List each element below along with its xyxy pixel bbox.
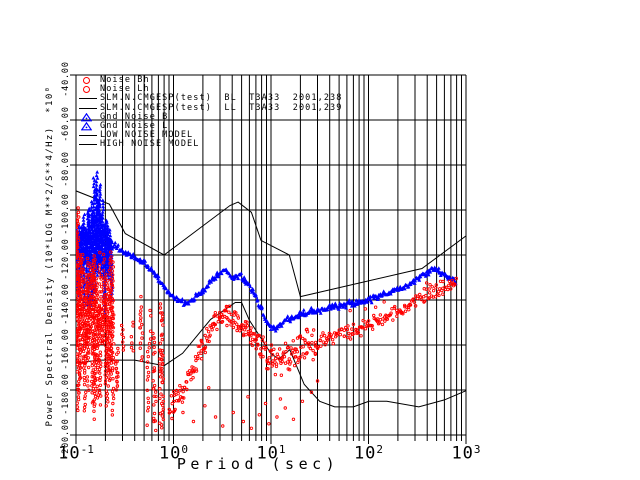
legend-label: HIGH NOISE MODEL [100, 139, 200, 150]
y-tick-label: -140.00 [61, 283, 71, 325]
y-tick-label: -180.00 [61, 373, 71, 415]
red-circle-icon [78, 76, 100, 85]
legend-label: Noise Lh [100, 84, 150, 95]
x-tick-label: 10-1 [58, 443, 94, 464]
y-axis-label: Power Spectral Density (10*LOG M**2/S**4… [45, 85, 55, 427]
legend-row: Gnd Noise L [78, 120, 342, 131]
line-sample-icon [78, 131, 100, 140]
legend-label: SLM.N.CMGESP(test) LL T3A33 2001,239 [100, 102, 343, 113]
y-tick-label: -60.00 [61, 106, 71, 142]
x-tick-label: 101 [256, 443, 286, 464]
x-axis-label: Period (sec) [176, 455, 340, 473]
legend-label: Gnd Noise L [100, 120, 169, 131]
legend-label: SLM.N.CMGESP(test) BL T3A33 2001,238 [100, 93, 343, 104]
legend-label: Gnd Noise B [100, 111, 169, 122]
legend-row: SLM.N.CMGESP(test) BL T3A33 2001,238 [78, 94, 342, 103]
line-sample-icon [78, 140, 100, 149]
y-tick-label: -120.00 [61, 238, 71, 280]
legend: Noise Bh Noise Lh SLM.N.CMGESP(test) BL … [78, 75, 343, 150]
line-sample-icon [78, 104, 100, 113]
legend-row: Noise Bh [78, 75, 342, 85]
x-tick-label: 102 [353, 443, 384, 464]
legend-label: LOW NOISE MODEL [100, 130, 194, 141]
blue-triangle-icon [78, 113, 100, 122]
x-tick-label: 100 [158, 443, 189, 464]
legend-label: Noise Bh [100, 75, 150, 85]
legend-row: Gnd Noise B [78, 111, 342, 122]
red-circle-icon [78, 85, 100, 94]
legend-row: LOW NOISE MODEL [78, 130, 342, 141]
y-tick-label: -80.00 [61, 151, 71, 187]
y-tick-label: -160.00 [61, 328, 71, 370]
y-tick-label: -100.00 [61, 193, 71, 235]
blue-triangle-icon [78, 122, 100, 131]
y-tick-label: -40.00 [61, 61, 71, 97]
line-sample-icon [78, 94, 100, 103]
legend-row: Noise Lh [78, 84, 342, 95]
x-tick-label: 103 [451, 443, 481, 464]
legend-row: HIGH NOISE MODEL [78, 140, 342, 149]
legend-row: SLM.N.CMGESP(test) LL T3A33 2001,239 [78, 102, 343, 113]
